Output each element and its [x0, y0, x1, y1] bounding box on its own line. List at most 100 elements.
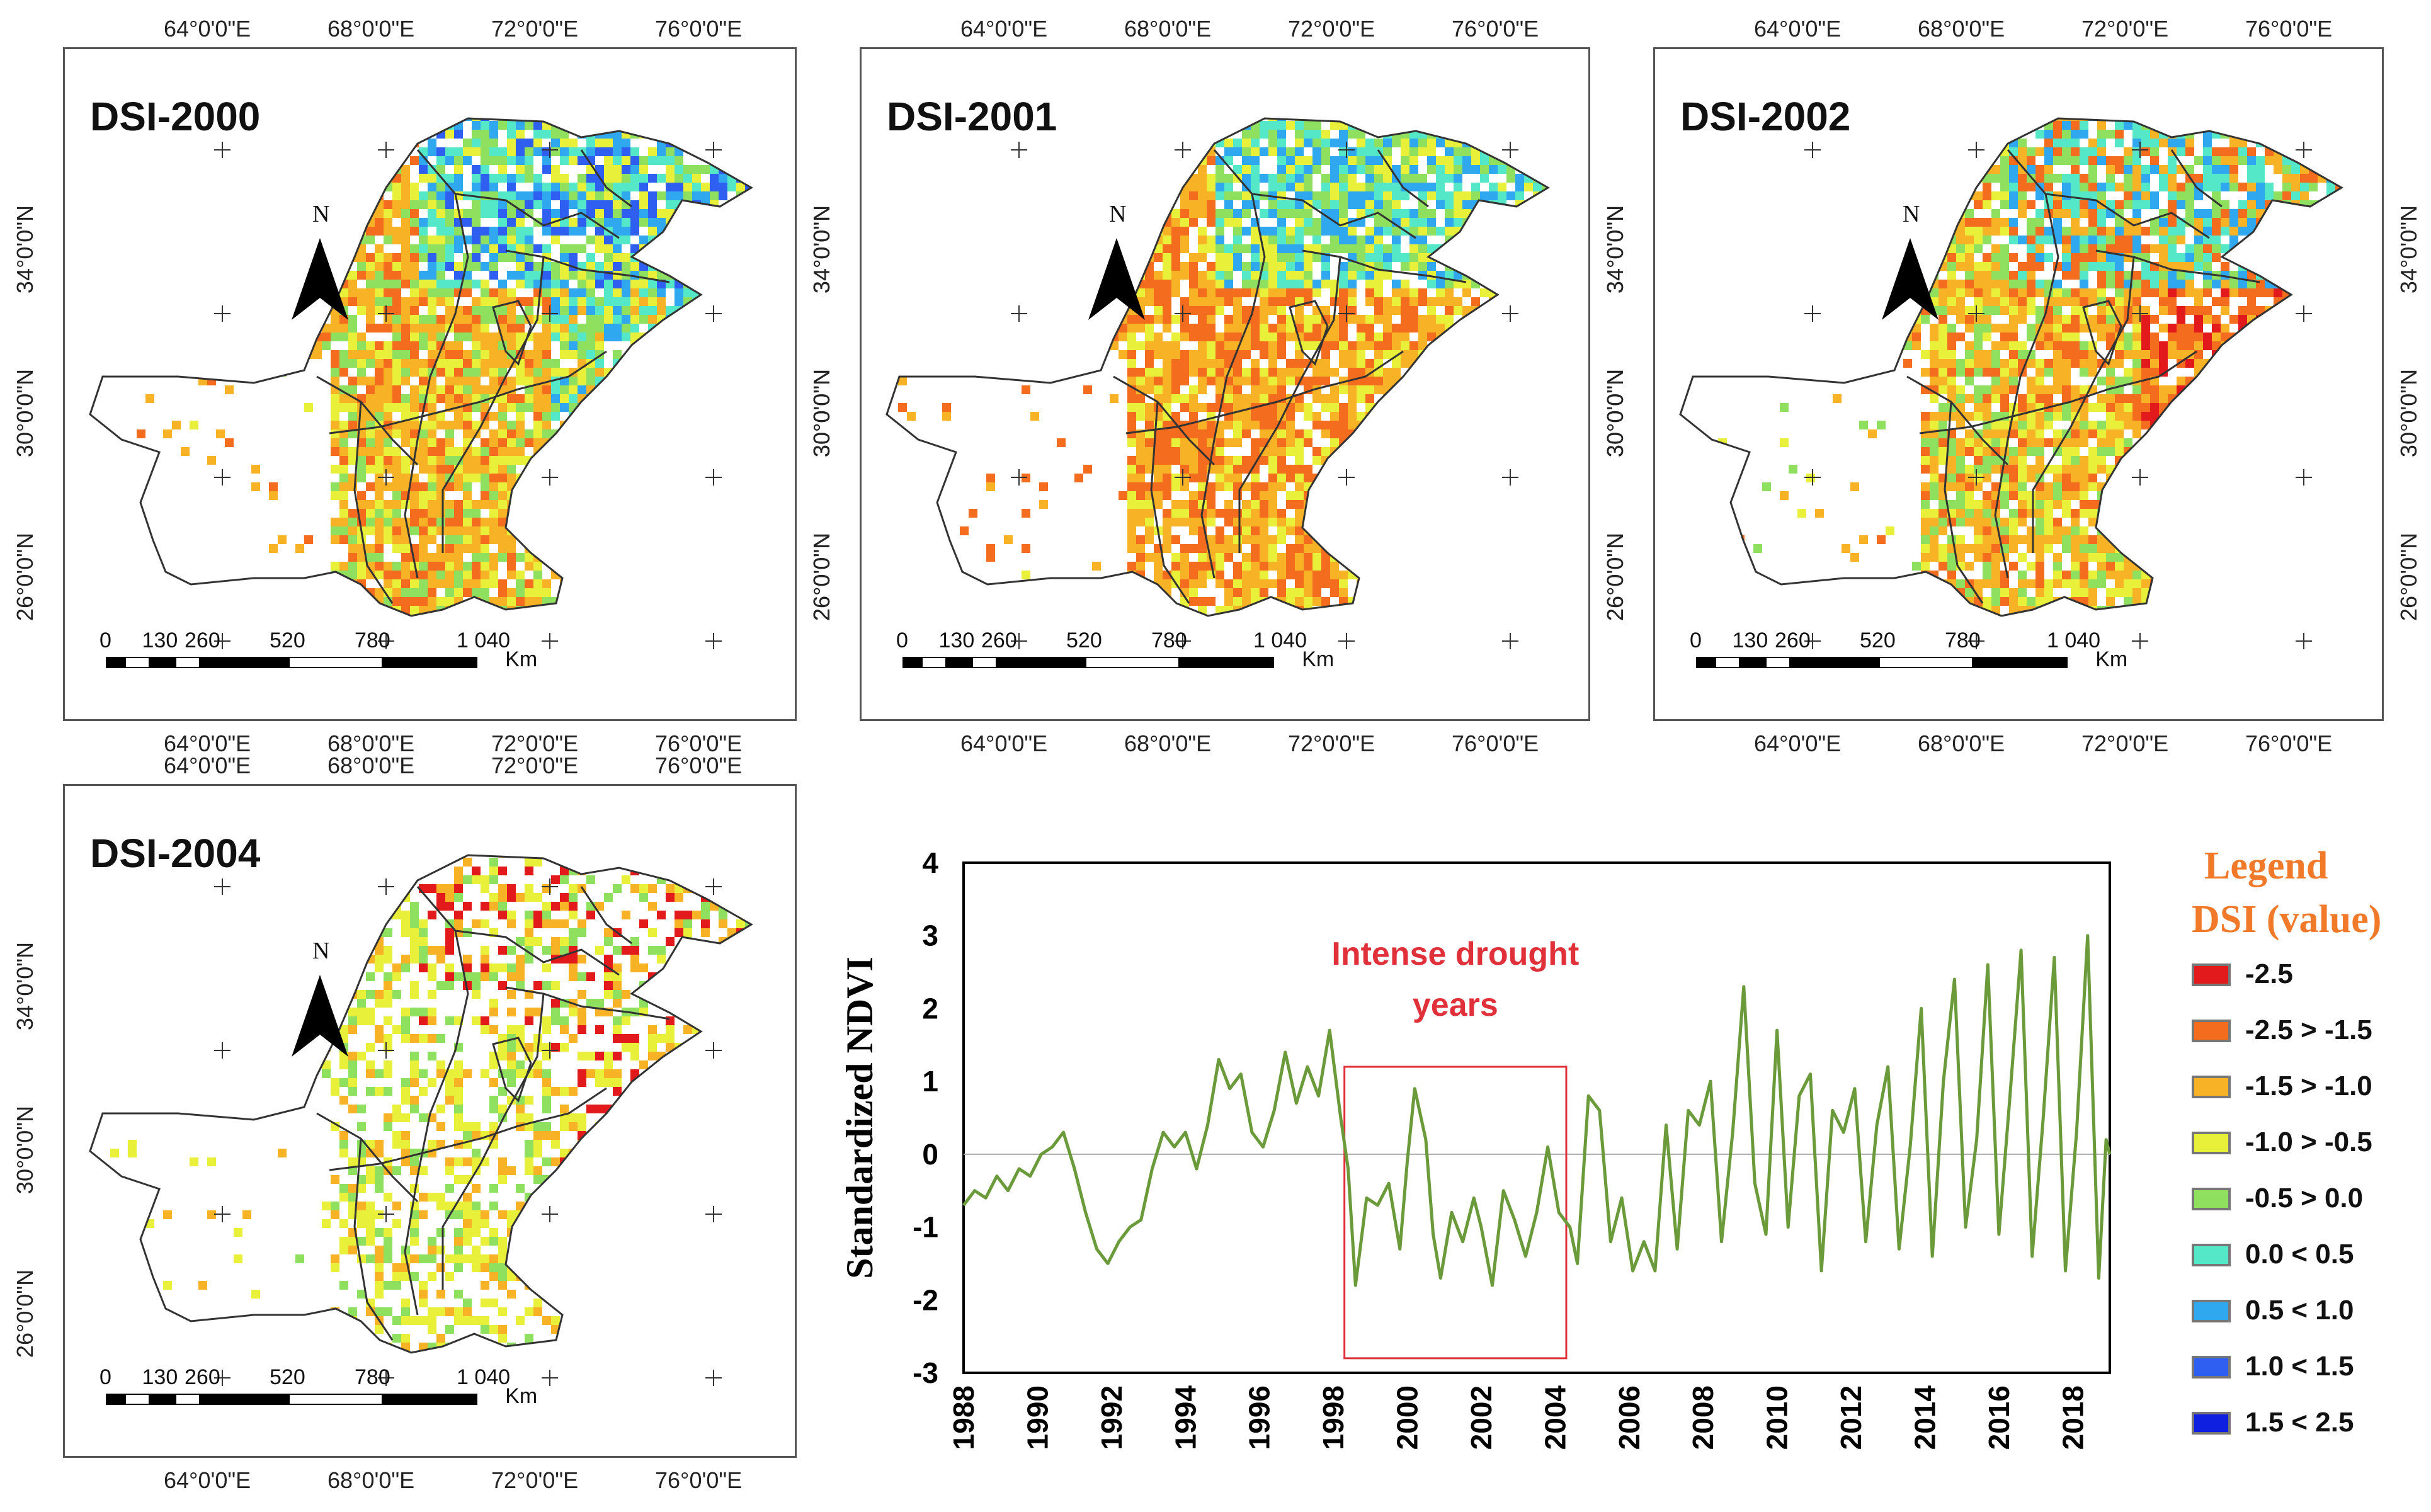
legend-swatch [2192, 1356, 2231, 1378]
scale-segment [1973, 657, 2068, 668]
province-boundary [1200, 193, 1266, 579]
graticule-cross [2132, 142, 2148, 158]
scale-segment [902, 657, 921, 668]
x-tick-label: 2004 [1539, 1385, 1571, 1450]
legend-label: 1.5 < 2.5 [2245, 1407, 2354, 1438]
graticule-cross [1338, 633, 1355, 649]
graticule-cross [378, 469, 394, 486]
latitude-label: 30°0'0"N [809, 368, 835, 458]
map-title: DSI-2004 [90, 831, 261, 876]
province-boundary [505, 986, 670, 1020]
graticule-cross [2296, 633, 2312, 649]
scale-bar: 0 130 260 520 780 1 040 Km [100, 1365, 578, 1409]
scale-label: 780 [1151, 628, 1187, 652]
province-boundary [1994, 193, 2059, 579]
longitude-label: 64°0'0"E [164, 1467, 251, 1493]
x-tick-label: 2006 [1613, 1385, 1646, 1450]
scale-segment [288, 1394, 383, 1405]
scale-label: Km [2095, 647, 2128, 671]
province-boundary [1238, 256, 1341, 553]
graticule-cross [1968, 305, 1984, 322]
longitude-label: 76°0'0"E [655, 1467, 743, 1493]
longitude-label: 64°0'0"E [164, 730, 251, 756]
scale-label: 260 [185, 1365, 220, 1389]
x-tick-label: 2010 [1761, 1385, 1794, 1450]
graticule-cross [378, 633, 394, 649]
longitude-label: 72°0'0"E [1288, 16, 1375, 42]
country-outline [89, 117, 753, 617]
scale-label: 1 040 [2047, 628, 2101, 652]
x-tick-label: 1992 [1095, 1385, 1128, 1450]
x-tick-label: 2018 [2056, 1385, 2089, 1450]
annotation-text: Intense drought [1331, 936, 1579, 972]
province-boundary [1213, 149, 1416, 239]
scale-bar: 0 130 260 520 780 1 040 Km [896, 628, 1375, 673]
scale-label: 780 [355, 1365, 390, 1389]
scale-segment [1740, 657, 1765, 668]
longitude-label: 64°0'0"E [1754, 16, 1842, 42]
province-boundary [353, 401, 394, 604]
province-boundary [404, 930, 469, 1316]
longitude-label: 72°0'0"E [491, 1467, 579, 1493]
x-tick-label: 1998 [1317, 1385, 1350, 1450]
longitude-label: 72°0'0"E [491, 753, 579, 778]
graticule-cross [1175, 469, 1191, 486]
north-arrow-icon: N [1088, 201, 1145, 320]
longitude-label: 68°0'0"E [1918, 16, 2005, 42]
longitude-label: 76°0'0"E [1452, 730, 1539, 756]
longitude-label: 72°0'0"E [491, 16, 579, 42]
legend-label: -2.5 > -1.5 [2245, 1015, 2372, 1045]
latitude-label: 30°0'0"N [12, 1105, 38, 1195]
graticule-cross [378, 1370, 394, 1386]
y-tick-label: -2 [913, 1283, 938, 1316]
legend-swatch [2192, 1076, 2231, 1098]
x-tick-label: 2012 [1835, 1385, 1867, 1450]
province-boundary [1125, 350, 1404, 435]
legend-swatch [2192, 1188, 2231, 1210]
graticule-cross [214, 1370, 231, 1386]
graticule-cross [542, 1370, 558, 1386]
latitude-label: 26°0'0"N [12, 532, 38, 622]
dsi-legend: Legend DSI (value) -2.5 -2.5 > -1.5 -1.5 >… [2192, 844, 2418, 1474]
graticule-cross [1011, 469, 1027, 486]
scale-label: 1 040 [1253, 628, 1307, 652]
scale-label: 260 [981, 628, 1017, 652]
scale-segment [175, 1394, 200, 1405]
scale-label: 1 040 [457, 628, 511, 652]
legend-label: -2.5 [2245, 958, 2293, 989]
province-boundary [1906, 375, 2009, 466]
latitude-label: 30°0'0"N [1602, 368, 1629, 458]
graticule-cross [542, 142, 558, 158]
north-label: N [312, 201, 330, 227]
latitude-label: 34°0'0"N [809, 205, 835, 294]
graticule-cross [1804, 469, 1821, 486]
longitude-label: 68°0'0"E [1124, 16, 1212, 42]
province-boundary [2007, 149, 2210, 239]
graticule-cross [1011, 142, 1027, 158]
scale-segment [200, 657, 288, 668]
graticule-cross [542, 305, 558, 322]
y-tick-label: 2 [922, 992, 938, 1025]
graticule-cross [1175, 633, 1191, 649]
scale-label: 1 040 [457, 1365, 511, 1389]
graticule-cross [378, 1206, 394, 1222]
drought-annotation-box [1343, 1066, 1568, 1360]
north-arrow-icon: N [1882, 201, 1939, 320]
latitude-label: 30°0'0"N [12, 368, 38, 458]
scale-segment [997, 657, 1085, 668]
dsi-raster [887, 118, 1548, 616]
plot-frame [962, 861, 2111, 1374]
scale-segment [150, 657, 175, 668]
scale-label: 0 [1690, 628, 1702, 652]
graticule-cross [705, 878, 722, 895]
country-outline [1679, 117, 2343, 617]
latitude-label: 26°0'0"N [2396, 532, 2422, 622]
longitude-label: 72°0'0"E [1288, 730, 1375, 756]
y-tick-label: 4 [922, 846, 938, 879]
longitude-label: 64°0'0"E [164, 16, 251, 42]
y-tick-label: -1 [913, 1211, 938, 1244]
graticule-cross [705, 305, 722, 322]
longitude-label: 76°0'0"E [2245, 730, 2333, 756]
dsi-raster [90, 118, 751, 616]
scale-label: 0 [100, 628, 111, 652]
